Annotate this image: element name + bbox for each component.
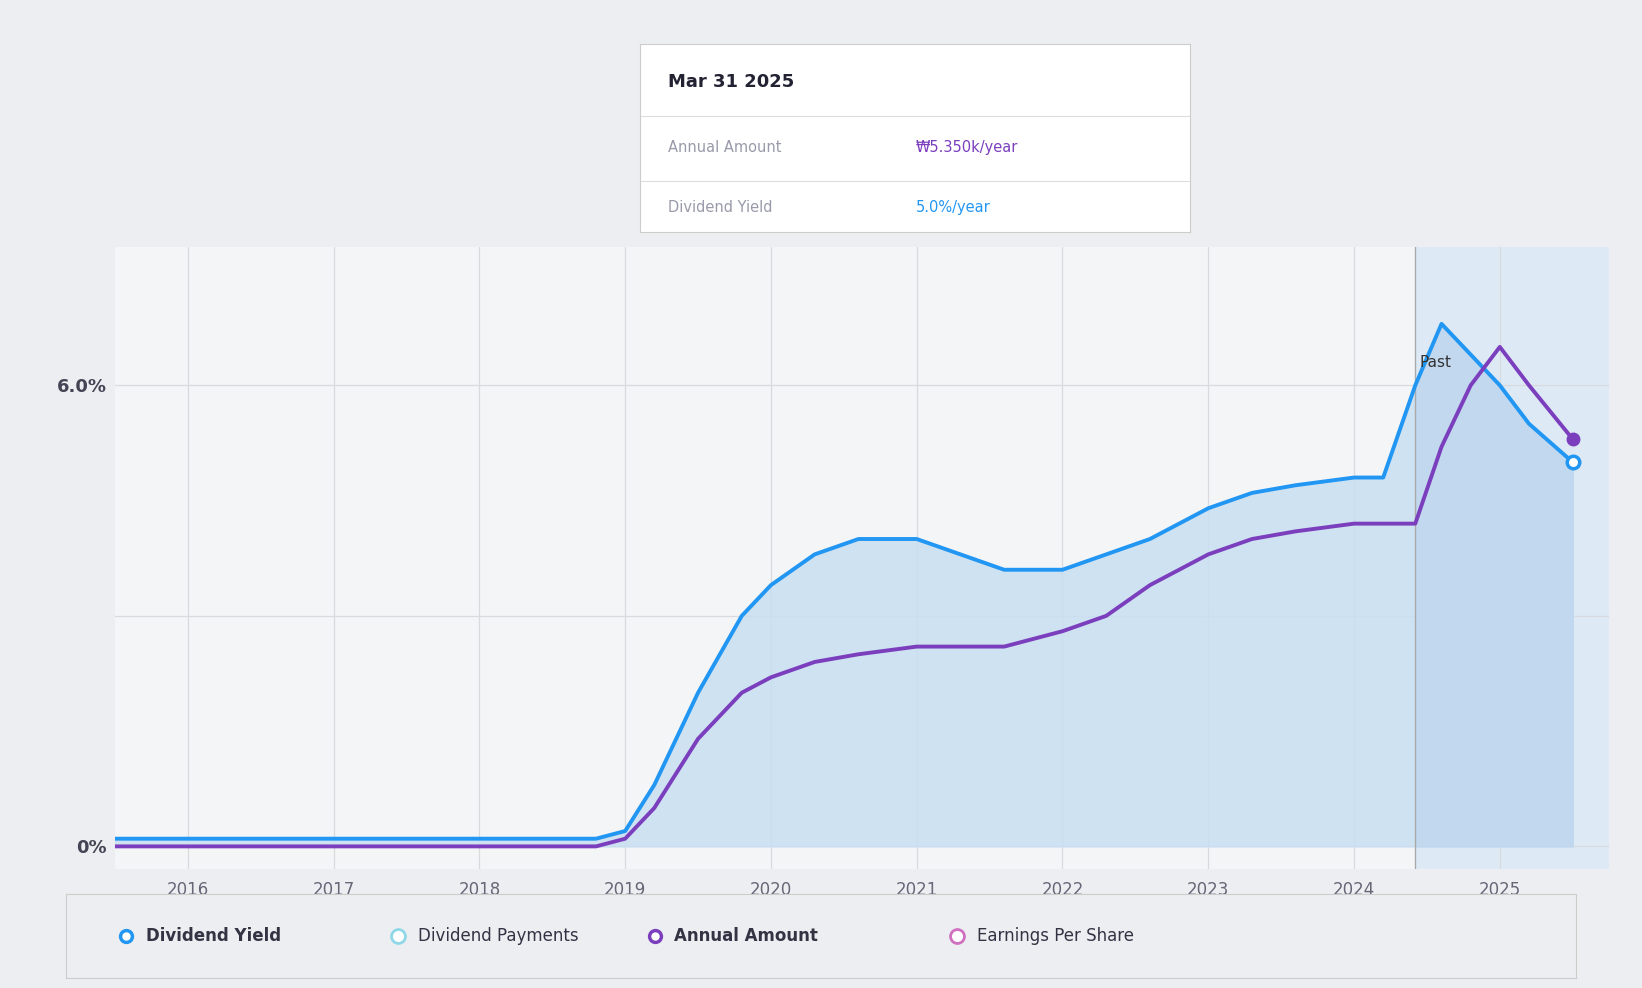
Text: Annual Amount: Annual Amount	[675, 927, 818, 946]
Text: Dividend Yield: Dividend Yield	[668, 201, 772, 215]
Text: Past: Past	[1420, 355, 1452, 370]
Text: ₩5.350k/year: ₩5.350k/year	[916, 140, 1018, 155]
Text: Dividend Payments: Dividend Payments	[417, 927, 578, 946]
Text: Dividend Yield: Dividend Yield	[146, 927, 281, 946]
Text: 5.0%/year: 5.0%/year	[916, 201, 990, 215]
Text: Earnings Per Share: Earnings Per Share	[977, 927, 1133, 946]
Text: Annual Amount: Annual Amount	[668, 140, 782, 155]
Bar	[1415, 247, 1609, 869]
Text: Mar 31 2025: Mar 31 2025	[668, 73, 795, 91]
